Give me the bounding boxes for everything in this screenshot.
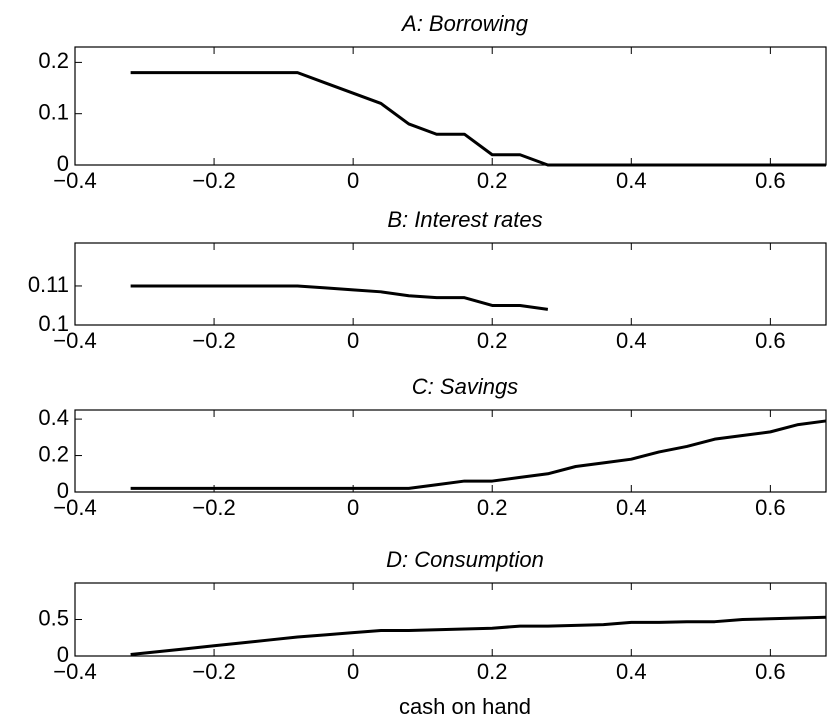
x-tick-label: 0.2: [477, 495, 508, 520]
x-tick-label: −0.2: [192, 659, 235, 684]
y-tick-label: 0.2: [38, 48, 69, 73]
x-tick-label: 0: [347, 328, 359, 353]
chart-title: C: Savings: [412, 374, 518, 399]
y-tick-label: 0.2: [38, 441, 69, 466]
y-tick-label: 0.11: [28, 272, 69, 297]
x-tick-label: −0.4: [53, 328, 96, 353]
x-tick-label: 0.4: [616, 328, 647, 353]
x-tick-label: 0.2: [477, 659, 508, 684]
x-tick-label: 0: [347, 168, 359, 193]
x-tick-label: 0: [347, 495, 359, 520]
x-tick-label: 0.6: [755, 168, 786, 193]
y-tick-label: 0.1: [38, 311, 69, 336]
axes-box: [74, 582, 827, 657]
x-tick-label: −0.4: [53, 659, 96, 684]
x-tick-label: 0.6: [755, 328, 786, 353]
x-tick-label: −0.2: [192, 495, 235, 520]
x-tick-label: 0.4: [616, 495, 647, 520]
x-tick-label: 0.6: [755, 659, 786, 684]
y-tick-label: 0.5: [38, 605, 69, 630]
data-line: [130, 284, 549, 311]
axes-box: [74, 409, 827, 493]
data-line: [130, 71, 826, 167]
axes-box: [74, 46, 827, 166]
chart-title: A: Borrowing: [400, 11, 529, 36]
y-tick-label: 0.1: [38, 100, 69, 125]
axes-box: [74, 242, 827, 326]
x-tick-label: 0.4: [616, 659, 647, 684]
data-line: [130, 615, 827, 657]
x-tick-label: 0.4: [616, 168, 647, 193]
chart-title: B: Interest rates: [387, 207, 542, 232]
y-tick-label: 0: [57, 478, 69, 503]
y-tick-label: 0.4: [38, 405, 69, 430]
x-tick-label: −0.4: [53, 168, 96, 193]
x-tick-label: 0.6: [755, 495, 786, 520]
y-tick-label: 0: [57, 642, 69, 667]
data-line: [130, 419, 827, 490]
y-tick-label: 0: [57, 151, 69, 176]
chart-title: D: Consumption: [386, 547, 544, 572]
x-tick-label: 0.2: [477, 168, 508, 193]
x-tick-label: 0: [347, 659, 359, 684]
x-axis-label: cash on hand: [399, 694, 531, 719]
x-tick-label: −0.2: [192, 168, 235, 193]
x-tick-label: −0.4: [53, 495, 96, 520]
x-tick-label: −0.2: [192, 328, 235, 353]
x-tick-label: 0.2: [477, 328, 508, 353]
